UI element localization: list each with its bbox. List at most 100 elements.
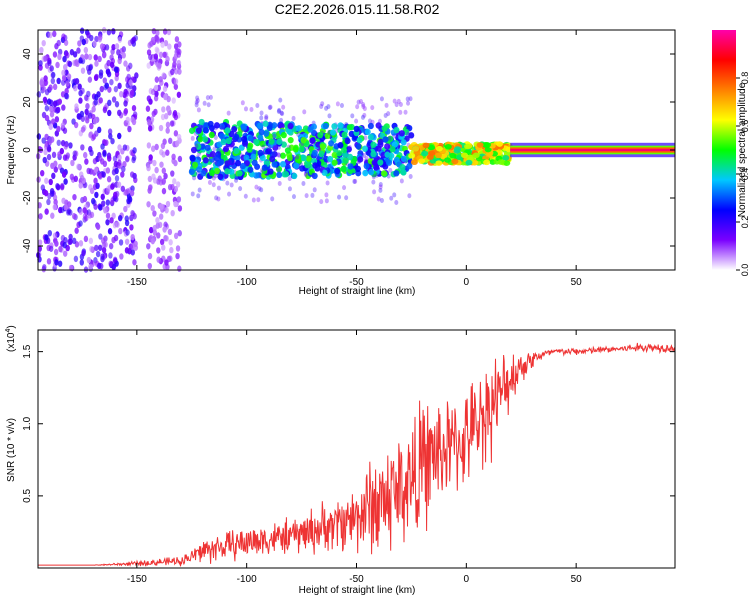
spectrogram-cell: [113, 191, 118, 198]
spectrogram-cell: [94, 35, 99, 43]
spectrogram-cell: [381, 125, 388, 132]
spectrogram-cell: [283, 171, 290, 178]
spectrogram-cell: [94, 244, 99, 252]
spectrogram-cell: [413, 150, 421, 157]
snr-series-line: [38, 342, 676, 567]
spectrogram-cell: [114, 101, 120, 108]
spectrogram-cell: [73, 175, 79, 183]
spectrogram-cell: [408, 174, 413, 180]
spectrogram-cell: [64, 87, 69, 95]
spectrogram-cell: [108, 133, 113, 140]
spectrogram-cell: [261, 144, 266, 150]
spectrogram-cell: [105, 188, 110, 195]
spectrogram-cell: [223, 145, 230, 153]
spectrogram-cell: [254, 184, 259, 190]
spectrogram-cell: [196, 166, 203, 173]
spectrogram-y-tick-label: -20: [22, 190, 33, 205]
spectrogram-cell: [116, 49, 121, 56]
spectrogram-cell: [259, 187, 264, 193]
spectrogram-cell: [108, 260, 113, 267]
spectrogram-cell: [220, 138, 227, 146]
spectrogram-cell: [214, 167, 221, 175]
spectrogram-cell: [161, 167, 167, 174]
spectrogram-cell: [93, 166, 99, 174]
spectrogram-cell: [165, 105, 171, 112]
spectrogram-cell: [177, 41, 182, 48]
spectrogram-cell: [194, 99, 199, 105]
spectrogram-cell: [67, 60, 73, 68]
spectrogram-cell: [208, 169, 215, 177]
spectrogram-cell: [110, 183, 115, 190]
spectrogram-cell: [130, 209, 135, 217]
spectrogram-cell: [81, 249, 86, 257]
spectrogram-cell: [50, 77, 56, 85]
spectrogram-cell: [344, 137, 351, 145]
spectrogram-cell: [483, 142, 491, 148]
snr-x-tick-label: -100: [237, 574, 257, 585]
spectrogram-cell: [47, 229, 53, 237]
spectrogram-cell: [93, 99, 98, 106]
spectrogram-cell: [159, 203, 164, 210]
spectrogram-cell: [163, 93, 168, 101]
spectrogram-cell: [276, 138, 283, 145]
spectrogram-cell: [63, 204, 68, 211]
spectrogram-cell: [276, 166, 281, 172]
spectrogram-cell: [106, 28, 112, 36]
spectrogram-cell: [465, 159, 473, 166]
spectrogram-cell: [175, 181, 181, 188]
spectrogram-cell: [334, 167, 341, 175]
spectrogram-cell: [261, 164, 268, 171]
spectrogram-cell: [326, 104, 331, 110]
spectrogram-cell: [86, 167, 91, 175]
spectrogram-cell: [219, 125, 224, 131]
spectrogram-cell: [412, 145, 420, 152]
spectrogram-cell: [60, 182, 65, 190]
spectrogram-cell: [53, 160, 58, 167]
spectrogram-cell: [152, 224, 157, 232]
spectrogram-cell: [190, 191, 195, 197]
spectrogram-cell: [158, 213, 164, 220]
spectrogram-cell: [61, 69, 66, 77]
spectrogram-cell: [173, 200, 178, 208]
spectrogram-cell: [37, 146, 42, 153]
spectrogram-cell: [483, 159, 491, 166]
spectrogram-cell: [356, 99, 361, 105]
spectrogram-cell: [392, 98, 397, 104]
spectrogram-cell: [202, 136, 209, 143]
spectrogram-cell: [173, 185, 179, 193]
figure-title: C2E2.2026.015.11.58.R02: [275, 1, 440, 17]
spectrogram-cell: [121, 52, 126, 59]
spectrogram-cell: [195, 95, 200, 101]
spectrogram-cell: [43, 75, 48, 82]
spectrogram-cell: [174, 36, 180, 43]
spectrogram-cell: [337, 122, 344, 129]
spectrogram-cell: [249, 106, 254, 112]
spectrogram-cell: [190, 146, 197, 154]
snr-scale-label: (x104): [5, 325, 17, 352]
spectrogram-x-tick-label: 0: [464, 277, 470, 288]
spectrogram-cell: [174, 140, 180, 147]
spectrogram-cell: [312, 162, 319, 169]
spectrogram-cell: [160, 41, 165, 48]
spectrogram-cell: [146, 62, 151, 69]
spectrogram-cell: [340, 165, 347, 173]
snr-y-ticks: 0.5 1.0 1.5: [22, 344, 675, 503]
spectrogram-cell: [194, 102, 199, 108]
spectrogram-cell: [362, 106, 367, 112]
spectrogram-cell: [109, 54, 114, 61]
spectrogram-cell: [176, 196, 182, 203]
spectrogram-cell: [105, 167, 111, 174]
spectrogram-cell: [224, 127, 231, 134]
spectrogram-cell: [147, 262, 152, 270]
spectrogram-cell: [125, 76, 130, 83]
spectrogram-cell: [371, 174, 376, 180]
spectrogram-cell: [112, 221, 118, 229]
spectrogram-cell: [44, 133, 49, 141]
spectrogram-cell: [238, 186, 243, 192]
spectrogram-cell: [133, 240, 138, 248]
spectrogram-cell: [88, 237, 94, 245]
spectrogram-cell: [253, 138, 260, 146]
spectrogram-cell: [387, 135, 394, 142]
spectrogram-cell: [95, 182, 100, 190]
spectrogram-cell: [78, 208, 83, 215]
